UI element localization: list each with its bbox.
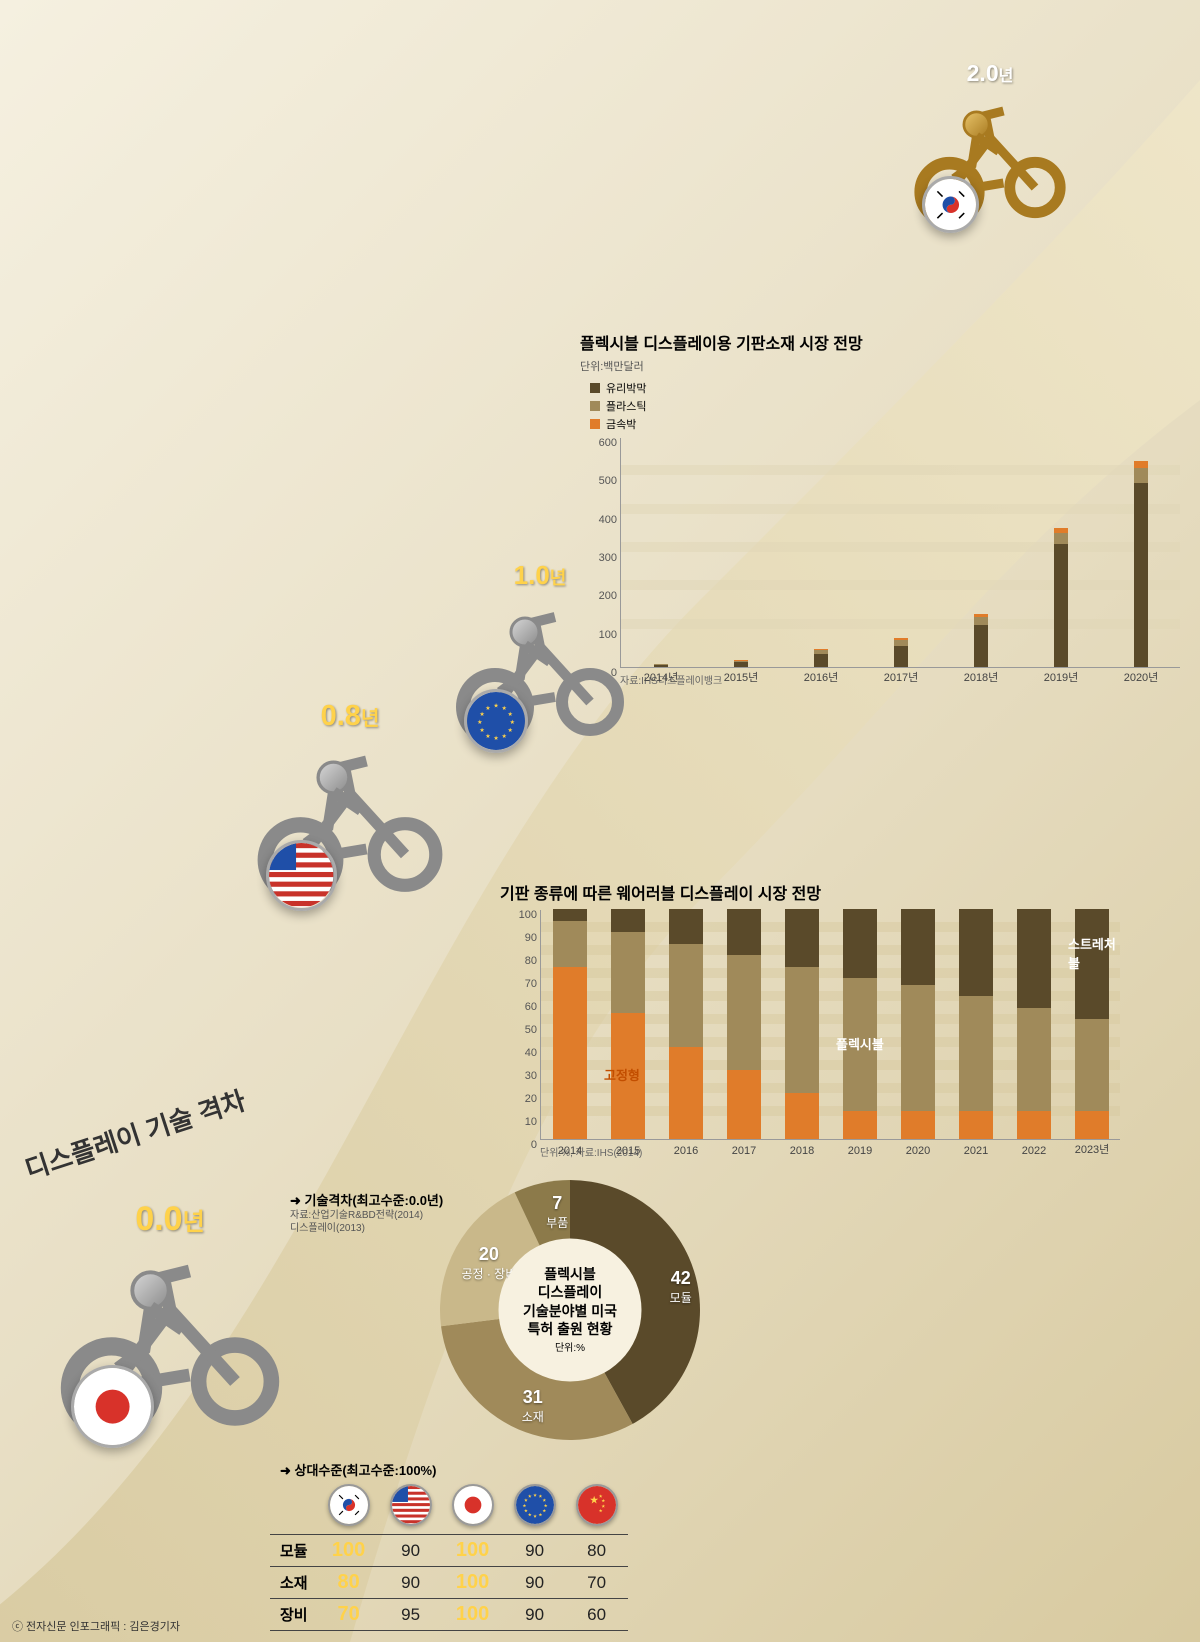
table-cell-1-0: 80: [318, 1567, 380, 1599]
wearable-display-chart: 기판 종류에 따른 웨어러블 디스플레이 시장 전망01020304050607…: [500, 880, 1140, 1159]
table-cell-1-1: 90: [380, 1567, 442, 1599]
svg-text:★: ★: [599, 1508, 603, 1513]
chart1-bar-0: [654, 664, 668, 667]
donut-label-부품: 7 부품: [527, 1193, 587, 1231]
donut-center: 플렉시블 디스플레이 기술분야별 미국 특허 출원 현황 단위:%: [500, 1240, 640, 1380]
flag-eu: ★★★★★★★★★★★★: [464, 689, 528, 753]
relative-level-table: ★★★★★★★★★★★★ ★ ★ ★ ★ ★모듈100901009080소재80…: [270, 1480, 628, 1631]
chart1-bar-5: [1054, 528, 1068, 667]
table-col-china: ★ ★ ★ ★ ★: [566, 1480, 628, 1535]
chart2-title: 기판 종류에 따른 웨어러블 디스플레이 시장 전망: [500, 880, 1140, 904]
svg-text:★: ★: [493, 703, 498, 710]
chart2-label-플렉시블: 플렉시블: [836, 1034, 884, 1053]
chart1-unit: 단위:백만달러: [580, 358, 1200, 374]
table-cell-1-4: 70: [566, 1567, 628, 1599]
chart1-title: 플렉시블 디스플레이용 기판소재 시장 전망: [580, 330, 1200, 354]
svg-text:★: ★: [507, 711, 512, 718]
chart2-label-고정형: 고정형: [604, 1065, 640, 1084]
svg-text:★: ★: [502, 705, 507, 712]
chart2-bar-0: [553, 909, 588, 1139]
credit-line: ⓒ 전자신문 인포그래픽 : 김은경기자: [12, 1618, 180, 1634]
chart2-bar-8: [1017, 909, 1052, 1139]
svg-text:★: ★: [533, 1514, 537, 1519]
donut-label-모듈: 42 모듈: [651, 1268, 711, 1306]
chart2-bar-6: [901, 909, 936, 1139]
infographic-title: 디스플레이 기술 격차: [20, 1080, 250, 1186]
table-col-usa: [380, 1480, 442, 1535]
table-row-소재: 소재: [270, 1567, 318, 1599]
table-row-모듈: 모듈: [270, 1535, 318, 1567]
svg-text:★: ★: [528, 1512, 532, 1517]
svg-text:★: ★: [544, 1503, 548, 1508]
svg-text:★: ★: [510, 719, 515, 726]
table-cell-2-2: 100: [442, 1599, 504, 1631]
svg-text:★: ★: [589, 1495, 599, 1505]
table-cell-0-3: 90: [504, 1535, 566, 1567]
table-cell-2-1: 95: [380, 1599, 442, 1631]
flag-korea: [922, 176, 980, 234]
table-row-장비: 장비: [270, 1599, 318, 1631]
chart2-bar-1: [611, 909, 646, 1139]
table-cell-1-3: 90: [504, 1567, 566, 1599]
svg-text:★: ★: [601, 1498, 605, 1503]
svg-text:★: ★: [542, 1508, 546, 1513]
svg-text:★: ★: [477, 719, 482, 726]
svg-text:★: ★: [479, 711, 484, 718]
svg-text:★: ★: [599, 1493, 603, 1498]
svg-text:★: ★: [524, 1498, 528, 1503]
patent-donut-chart: 42 모듈 31 소재 20 공정 · 장비 7 부품 플렉시블 디스플레이 기…: [440, 1180, 700, 1440]
chart1-bar-2: [814, 649, 828, 667]
table-cell-0-2: 100: [442, 1535, 504, 1567]
svg-text:★: ★: [502, 733, 507, 740]
chart2-bar-5: [843, 909, 878, 1139]
svg-text:★: ★: [485, 705, 490, 712]
svg-text:★: ★: [507, 727, 512, 734]
svg-text:★: ★: [538, 1512, 542, 1517]
chart1-bar-3: [894, 638, 908, 667]
chart2-label-스트레처블: 스트레처블: [1068, 934, 1120, 972]
bike-usa: 0.8년: [240, 700, 460, 909]
bike-label-usa: 0.8년: [321, 700, 380, 733]
chart1-legend: 유리박막플라스틱금속박: [590, 380, 1200, 432]
table-cell-0-1: 90: [380, 1535, 442, 1567]
flag-japan: [71, 1365, 154, 1448]
bike-label-japan: 0.0년: [135, 1200, 204, 1239]
relative-level-note: ➜ 상대수준(최고수준:100%): [280, 1460, 436, 1479]
tech-gap-note: ➜ 기술격차(최고수준:0.0년) 자료:산업기술R&BD전략(2014) 디스…: [290, 1190, 443, 1235]
svg-text:★: ★: [479, 727, 484, 734]
svg-text:★: ★: [538, 1494, 542, 1499]
svg-text:★: ★: [493, 735, 498, 742]
chart1-bar-4: [974, 614, 988, 667]
chart2-bar-3: [727, 909, 762, 1139]
chart2-bar-2: [669, 909, 704, 1139]
table-cell-0-0: 100: [318, 1535, 380, 1567]
bike-label-eu: 1.0년: [514, 560, 567, 591]
svg-text:★: ★: [542, 1498, 546, 1503]
svg-text:★: ★: [522, 1503, 526, 1508]
substrate-market-chart: 플렉시블 디스플레이용 기판소재 시장 전망단위:백만달러유리박막플라스틱금속박…: [580, 330, 1200, 687]
svg-text:★: ★: [533, 1492, 537, 1497]
donut-label-소재: 31 소재: [503, 1387, 563, 1425]
table-cell-1-2: 100: [442, 1567, 504, 1599]
svg-text:★: ★: [601, 1503, 605, 1508]
chart2-bar-4: [785, 909, 820, 1139]
chart1-bar-1: [734, 660, 748, 667]
table-cell-2-4: 60: [566, 1599, 628, 1631]
table-cell-2-3: 90: [504, 1599, 566, 1631]
table-cell-0-4: 80: [566, 1535, 628, 1567]
flag-usa: [266, 840, 336, 910]
svg-text:★: ★: [524, 1508, 528, 1513]
table-cell-2-0: 70: [318, 1599, 380, 1631]
table-col-eu: ★★★★★★★★★★★★: [504, 1480, 566, 1535]
table-col-korea: [318, 1480, 380, 1535]
chart1-bar-6: [1134, 461, 1148, 667]
table-col-japan: [442, 1480, 504, 1535]
chart2-bar-7: [959, 909, 994, 1139]
bike-korea: 2.0년: [900, 60, 1080, 233]
bike-japan: 0.0년: [40, 1200, 300, 1445]
svg-text:★: ★: [528, 1494, 532, 1499]
bike-label-korea: 2.0년: [967, 60, 1014, 87]
svg-text:★: ★: [485, 733, 490, 740]
